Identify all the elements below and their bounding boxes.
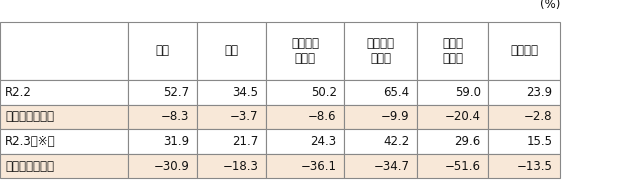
Text: （前年同月差）: （前年同月差） (5, 160, 54, 173)
Bar (344, 105, 417, 129)
Text: −2.8: −2.8 (524, 110, 552, 123)
Text: −30.9: −30.9 (154, 160, 189, 173)
Text: 23.9: 23.9 (526, 86, 552, 99)
Bar (488, 154, 560, 178)
Text: 簡易宿所: 簡易宿所 (510, 44, 538, 58)
Text: −36.1: −36.1 (301, 160, 337, 173)
Bar (0, 129, 128, 154)
Text: −9.9: −9.9 (381, 110, 410, 123)
Bar (0, 80, 128, 105)
Bar (344, 80, 417, 105)
Bar (128, 154, 197, 178)
Text: 全体: 全体 (156, 44, 170, 58)
Bar (0, 154, 128, 178)
Text: 34.5: 34.5 (232, 86, 259, 99)
Text: シティ
ホテル: シティ ホテル (442, 37, 463, 65)
Bar (266, 22, 344, 80)
Text: 42.2: 42.2 (383, 135, 410, 148)
Text: 15.5: 15.5 (526, 135, 552, 148)
Bar (128, 22, 197, 80)
Text: 旅館: 旅館 (225, 44, 239, 58)
Bar (197, 22, 266, 80)
Bar (488, 129, 560, 154)
Text: 29.6: 29.6 (454, 135, 481, 148)
Text: 52.7: 52.7 (163, 86, 189, 99)
Bar (266, 154, 344, 178)
Bar (417, 154, 488, 178)
Text: 50.2: 50.2 (310, 86, 337, 99)
Text: (%): (%) (540, 0, 560, 11)
Text: リゾート
ホテル: リゾート ホテル (291, 37, 319, 65)
Text: R2.3（※）: R2.3（※） (5, 135, 56, 148)
Bar (266, 80, 344, 105)
Text: −3.7: −3.7 (230, 110, 259, 123)
Text: 65.4: 65.4 (383, 86, 410, 99)
Bar (417, 22, 488, 80)
Bar (128, 129, 197, 154)
Bar (417, 80, 488, 105)
Bar (344, 22, 417, 80)
Text: −13.5: −13.5 (516, 160, 552, 173)
Text: 59.0: 59.0 (454, 86, 481, 99)
Bar (488, 105, 560, 129)
Text: −51.6: −51.6 (445, 160, 481, 173)
Text: R2.2: R2.2 (5, 86, 32, 99)
Bar (417, 129, 488, 154)
Text: 24.3: 24.3 (310, 135, 337, 148)
Bar (266, 105, 344, 129)
Text: −34.7: −34.7 (374, 160, 410, 173)
Bar (197, 80, 266, 105)
Bar (197, 154, 266, 178)
Bar (197, 105, 266, 129)
Bar (266, 129, 344, 154)
Bar (344, 129, 417, 154)
Text: −20.4: −20.4 (445, 110, 481, 123)
Bar (488, 22, 560, 80)
Bar (0, 105, 128, 129)
Text: 21.7: 21.7 (232, 135, 259, 148)
Text: −8.6: −8.6 (308, 110, 337, 123)
Bar (128, 105, 197, 129)
Text: −18.3: −18.3 (223, 160, 259, 173)
Bar (488, 80, 560, 105)
Bar (417, 105, 488, 129)
Bar (344, 154, 417, 178)
Bar (128, 80, 197, 105)
Text: −8.3: −8.3 (161, 110, 189, 123)
Text: （前年同月差）: （前年同月差） (5, 110, 54, 123)
Text: 31.9: 31.9 (163, 135, 189, 148)
Bar (0, 22, 128, 80)
Bar (197, 129, 266, 154)
Text: ビジネス
ホテル: ビジネス ホテル (367, 37, 395, 65)
